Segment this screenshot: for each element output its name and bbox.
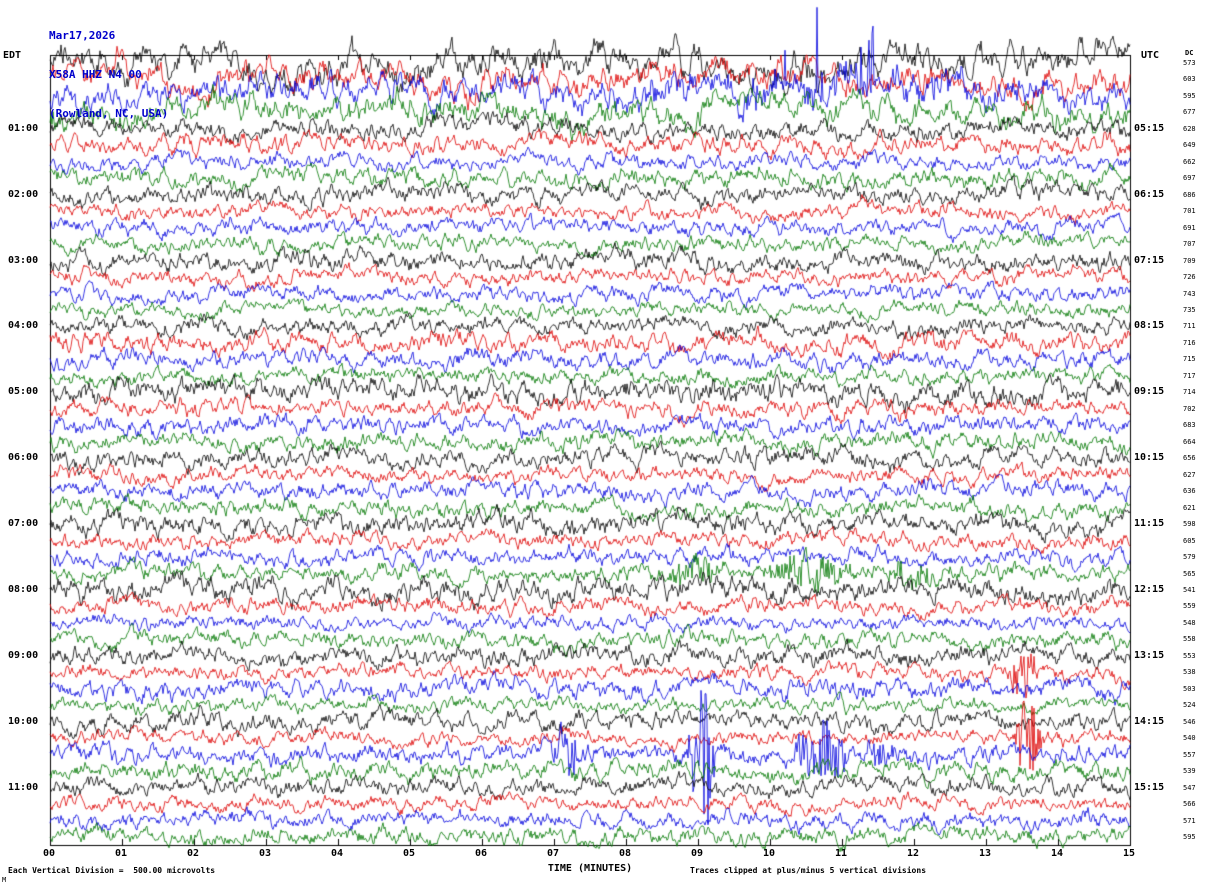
dc-value: 656 [1183, 454, 1196, 463]
left-timezone-label: EDT [3, 50, 22, 61]
edt-hour-label: 01:00 [8, 122, 39, 134]
dc-value: 524 [1183, 701, 1196, 710]
x-axis-title: TIME (MINUTES) [547, 863, 633, 874]
x-tick-label: 04 [331, 848, 344, 859]
dc-value: 664 [1183, 437, 1196, 446]
dc-value: 579 [1183, 553, 1196, 562]
utc-hour-label: 06:15 [1134, 188, 1165, 200]
x-tick-label: 03 [259, 848, 272, 859]
station-header: Mar17,2026 X58A HHZ N4 00 (Rowland, NC, … [49, 3, 168, 146]
x-tick-label: 10 [763, 848, 776, 859]
x-tick-label: 00 [43, 848, 56, 859]
dc-value: 697 [1183, 174, 1196, 183]
x-tick-label: 14 [1051, 848, 1064, 859]
dc-value: 598 [1183, 520, 1196, 529]
dc-value: 558 [1183, 635, 1196, 644]
dc-value: 717 [1183, 371, 1196, 380]
x-tick-label: 13 [979, 848, 992, 859]
dc-value: 711 [1183, 322, 1196, 331]
dc-value: 553 [1183, 651, 1196, 660]
dc-value: 636 [1183, 487, 1196, 496]
clip-note: Traces clipped at plus/minus 5 vertical … [690, 866, 927, 875]
dc-value: 503 [1183, 684, 1196, 693]
x-tick-label: 07 [547, 848, 560, 859]
x-tick-label: 15 [1123, 848, 1136, 859]
dc-value: 702 [1183, 404, 1196, 413]
dc-value: 743 [1183, 289, 1196, 298]
dc-value: 628 [1183, 124, 1196, 133]
x-tick-label: 06 [475, 848, 488, 859]
date-label: Mar17,2026 [49, 29, 116, 42]
dc-value: 547 [1183, 783, 1196, 792]
right-timezone-label: UTC [1141, 50, 1160, 61]
edt-hour-label: 09:00 [8, 649, 39, 661]
dc-value: 662 [1183, 157, 1196, 166]
dc-value: 716 [1183, 338, 1196, 347]
dc-value: 707 [1183, 240, 1196, 249]
dc-value: 677 [1183, 108, 1196, 117]
edt-hour-label: 04:00 [8, 320, 39, 332]
edt-hour-label: 08:00 [8, 583, 39, 595]
dc-value: 595 [1183, 833, 1196, 841]
dc-value: 603 [1183, 75, 1196, 84]
dc-value: 726 [1183, 273, 1196, 282]
x-tick-label: 09 [691, 848, 704, 859]
dc-value: 548 [1183, 618, 1196, 627]
utc-hour-label: 07:15 [1134, 254, 1165, 266]
utc-hour-label: 14:15 [1134, 715, 1165, 727]
utc-hour-label: 08:15 [1134, 320, 1165, 332]
x-tick-label: 01 [115, 848, 128, 859]
location-label: (Rowland, NC, USA) [49, 107, 169, 120]
dc-value: 627 [1183, 470, 1196, 479]
dc-value: 573 [1183, 59, 1196, 67]
utc-hour-label: 15:15 [1134, 781, 1165, 793]
dc-value: 649 [1183, 141, 1196, 150]
dc-value: 691 [1183, 223, 1196, 232]
dc-value: 538 [1183, 668, 1196, 677]
dc-value: 565 [1183, 569, 1196, 578]
utc-hour-label: 13:15 [1134, 649, 1165, 661]
edt-hour-label: 06:00 [8, 452, 39, 464]
utc-hour-label: 10:15 [1134, 452, 1165, 464]
utc-hour-label: 05:15 [1134, 122, 1165, 134]
utc-hour-label: 09:15 [1134, 386, 1165, 398]
x-tick-label: 02 [187, 848, 200, 859]
dc-value: 621 [1183, 503, 1196, 512]
dc-value: 559 [1183, 602, 1196, 611]
dc-value: 701 [1183, 207, 1196, 216]
edt-hour-label: 02:00 [8, 188, 39, 200]
station-label: X58A HHZ N4 00 [49, 68, 142, 81]
dc-value: 715 [1183, 355, 1196, 364]
dc-value: 595 [1183, 91, 1196, 100]
x-tick-label: 08 [619, 848, 632, 859]
dc-value: 546 [1183, 717, 1196, 726]
dc-value: 540 [1183, 734, 1196, 743]
dc-value: 605 [1183, 536, 1196, 545]
edt-hour-label: 03:00 [8, 254, 39, 266]
dc-value: 714 [1183, 388, 1196, 397]
dc-value: 571 [1183, 816, 1196, 825]
x-tick-label: 11 [835, 848, 848, 859]
corner-mark: M [2, 876, 7, 884]
dc-value: 557 [1183, 750, 1196, 759]
dc-value: 683 [1183, 421, 1196, 430]
x-tick-label: 05 [403, 848, 416, 859]
edt-hour-label: 07:00 [8, 518, 39, 530]
utc-hour-label: 11:15 [1134, 518, 1165, 530]
dc-value: 566 [1183, 800, 1196, 809]
utc-hour-label: 12:15 [1134, 583, 1165, 595]
scale-note: Each Vertical Division = 500.00 microvol… [8, 866, 216, 875]
x-tick-label: 12 [907, 848, 920, 859]
edt-hour-label: 05:00 [8, 386, 39, 398]
dc-value: 735 [1183, 306, 1196, 315]
edt-hour-label: 10:00 [8, 715, 39, 727]
dc-column-label: DC [1185, 49, 1194, 57]
dc-value: 709 [1183, 256, 1196, 265]
edt-hour-label: 11:00 [8, 781, 39, 793]
dc-value: 541 [1183, 585, 1196, 594]
dc-value: 539 [1183, 767, 1196, 776]
dc-value: 686 [1183, 190, 1196, 199]
